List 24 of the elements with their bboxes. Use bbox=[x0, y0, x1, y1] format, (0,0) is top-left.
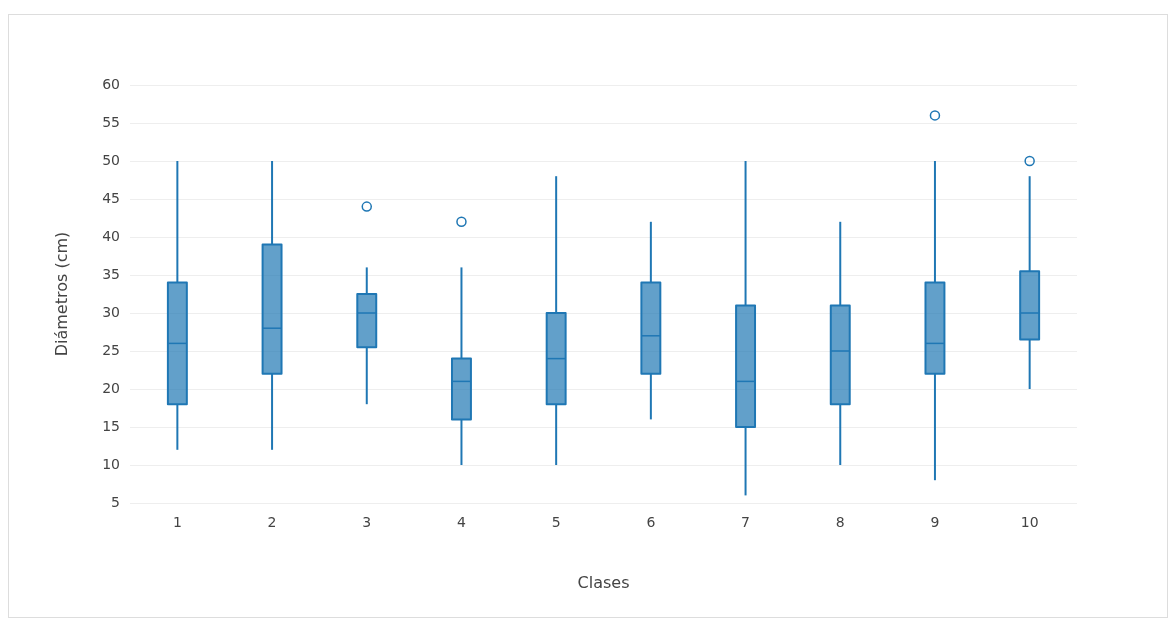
x-tick-label: 7 bbox=[741, 514, 751, 531]
x-tick-label: 3 bbox=[362, 514, 372, 531]
x-tick-label: 2 bbox=[267, 514, 277, 531]
y-tick-label: 30 bbox=[102, 303, 121, 320]
y-tick-label: 55 bbox=[102, 113, 121, 130]
x-tick-label: 8 bbox=[835, 514, 845, 531]
y-tick-label: 35 bbox=[102, 265, 121, 282]
y-tick-label: 20 bbox=[102, 379, 121, 396]
x-tick-label: 10 bbox=[1020, 514, 1039, 531]
x-tick-label: 1 bbox=[172, 514, 182, 531]
y-axis-title: Diámetros (cm) bbox=[51, 231, 71, 357]
y-tick-label: 10 bbox=[102, 455, 121, 472]
y-tick-label: 60 bbox=[102, 75, 121, 92]
y-tick-label: 25 bbox=[102, 341, 121, 358]
x-tick-label: 9 bbox=[930, 514, 940, 531]
x-tick-label: 5 bbox=[551, 514, 561, 531]
x-tick-label: 6 bbox=[646, 514, 656, 531]
y-tick-label: 15 bbox=[102, 417, 121, 434]
y-tick-label: 40 bbox=[102, 227, 121, 244]
x-tick-label: 4 bbox=[457, 514, 466, 531]
y-tick-label: 45 bbox=[102, 189, 121, 206]
y-tick-label: 5 bbox=[111, 493, 121, 510]
x-axis-title: Clases bbox=[577, 572, 630, 592]
y-tick-label: 50 bbox=[102, 151, 121, 168]
